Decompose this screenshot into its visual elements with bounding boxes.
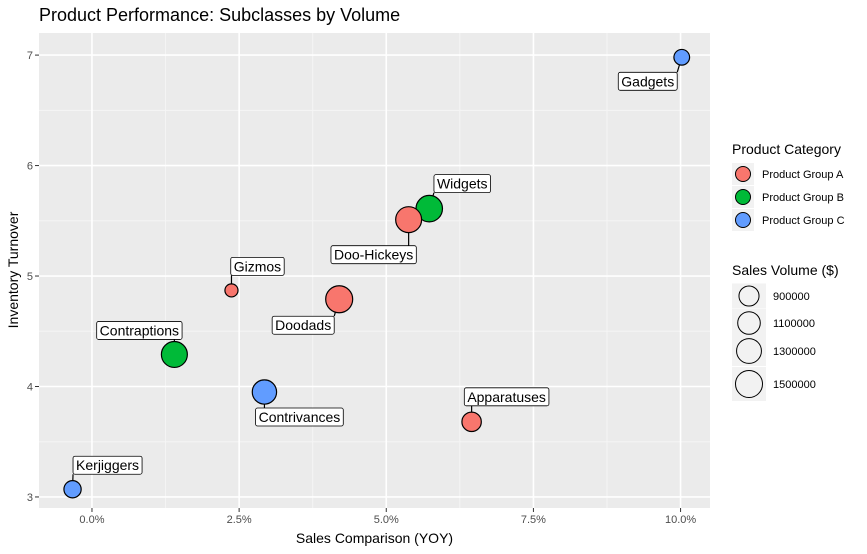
legend-size-label: 1300000: [773, 346, 816, 358]
point-label: Apparatuses: [467, 389, 546, 405]
x-tick-label: 10.0%: [665, 514, 696, 526]
data-point: [395, 206, 423, 234]
x-tick-label: 5.0%: [374, 514, 399, 526]
data-point: [673, 48, 691, 66]
point-label-box: [617, 71, 678, 91]
chart-title: Product Performance: Subclasses by Volum…: [39, 5, 400, 25]
legend-color-label: Product Group B: [762, 192, 844, 204]
point-label: Contraptions: [100, 322, 179, 338]
legend-size-swatch: [737, 311, 761, 335]
data-point: [63, 479, 82, 499]
x-axis-title: Sales Comparison (YOY): [296, 530, 453, 546]
point-label-box: [72, 455, 143, 475]
data-points: [63, 48, 691, 499]
data-point: [461, 411, 482, 433]
point-label: Widgets: [437, 176, 488, 192]
legend-color-swatch: [735, 166, 751, 182]
y-axis-ticks: 3 4 5 6 7: [27, 50, 39, 504]
point-label-box: [463, 387, 550, 407]
data-point: [251, 379, 278, 405]
y-tick-label: 4: [27, 381, 33, 393]
data-point: [224, 283, 239, 298]
x-axis-ticks: 0.0% 2.5% 5.0% 7.5% 10.0%: [79, 508, 696, 526]
plot-panel: [39, 33, 710, 508]
legend-product-category: Product Category Product Group A Product …: [732, 141, 845, 231]
legend-size-swatch: [735, 370, 763, 398]
legend-sales-volume: Sales Volume ($) 900000 1100000 1300000 150…: [732, 262, 839, 401]
data-point: [325, 285, 354, 314]
y-axis-title: Inventory Turnover: [5, 211, 21, 328]
legend-size-label: 1100000: [773, 318, 815, 330]
y-tick-label: 5: [27, 271, 33, 283]
legend-color-title: Product Category: [732, 141, 841, 157]
point-label-box: [433, 174, 491, 194]
point-label-box: [271, 315, 335, 335]
legend-color-swatch: [735, 189, 751, 205]
y-tick-label: 6: [27, 161, 33, 173]
point-label-box: [230, 256, 285, 276]
legend-color-swatch: [735, 212, 751, 228]
legend-color-label: Product Group A: [762, 169, 844, 181]
x-tick-label: 7.5%: [521, 514, 546, 526]
point-label-box: [330, 245, 417, 265]
point-label-box: [255, 407, 344, 427]
data-point: [160, 340, 188, 369]
x-tick-label: 0.0%: [79, 514, 104, 526]
legend-size-label: 900000: [773, 291, 810, 303]
legend-size-title: Sales Volume ($): [732, 262, 839, 278]
point-label: Gadgets: [621, 73, 674, 89]
point-label-box: [96, 321, 183, 340]
point-label: Doo-Hickeys: [334, 247, 413, 263]
point-label: Kerjiggers: [76, 457, 139, 473]
legend-size-swatch: [736, 338, 762, 364]
legend-color-label: Product Group C: [762, 215, 845, 227]
point-labels: Gadgets Widgets Doo-Hickeys Gizmos Doodads Co…: [72, 71, 678, 475]
point-label: Doodads: [275, 317, 331, 333]
x-tick-label: 2.5%: [227, 514, 252, 526]
legend-size-label: 1500000: [773, 379, 816, 391]
y-tick-label: 7: [27, 50, 33, 62]
y-tick-label: 3: [27, 492, 33, 504]
grid-major: [39, 33, 710, 508]
legend-size-swatch: [738, 285, 760, 307]
point-label: Contrivances: [259, 409, 341, 425]
point-label: Gizmos: [234, 258, 281, 274]
